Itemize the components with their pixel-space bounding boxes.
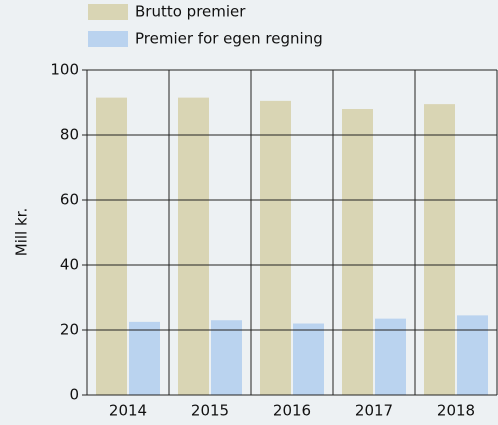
legend-label: Premier for egen regning bbox=[135, 30, 323, 48]
bar bbox=[342, 109, 373, 395]
x-tick-label: 2016 bbox=[273, 402, 311, 420]
legend-label: Brutto premier bbox=[135, 3, 246, 21]
x-tick-label: 2018 bbox=[437, 402, 475, 420]
bar bbox=[129, 321, 160, 395]
bar bbox=[457, 315, 488, 395]
bar bbox=[96, 97, 127, 395]
y-tick-label: 0 bbox=[69, 386, 79, 404]
x-tick-label: 2014 bbox=[109, 402, 147, 420]
y-axis-label: Mill kr. bbox=[13, 208, 31, 256]
legend-swatch bbox=[88, 4, 128, 20]
bar bbox=[424, 104, 455, 395]
y-tick-label: 60 bbox=[60, 191, 79, 209]
x-tick-label: 2015 bbox=[191, 402, 229, 420]
bar bbox=[375, 318, 406, 395]
x-tick-label: 2017 bbox=[355, 402, 393, 420]
y-tick-label: 40 bbox=[60, 256, 79, 274]
y-tick-label: 80 bbox=[60, 126, 79, 144]
bar bbox=[211, 320, 242, 395]
y-tick-label: 100 bbox=[50, 61, 79, 79]
bar bbox=[293, 323, 324, 395]
legend-swatch bbox=[88, 31, 128, 47]
bar bbox=[178, 97, 209, 395]
bar bbox=[260, 100, 291, 395]
y-tick-label: 20 bbox=[60, 321, 79, 339]
